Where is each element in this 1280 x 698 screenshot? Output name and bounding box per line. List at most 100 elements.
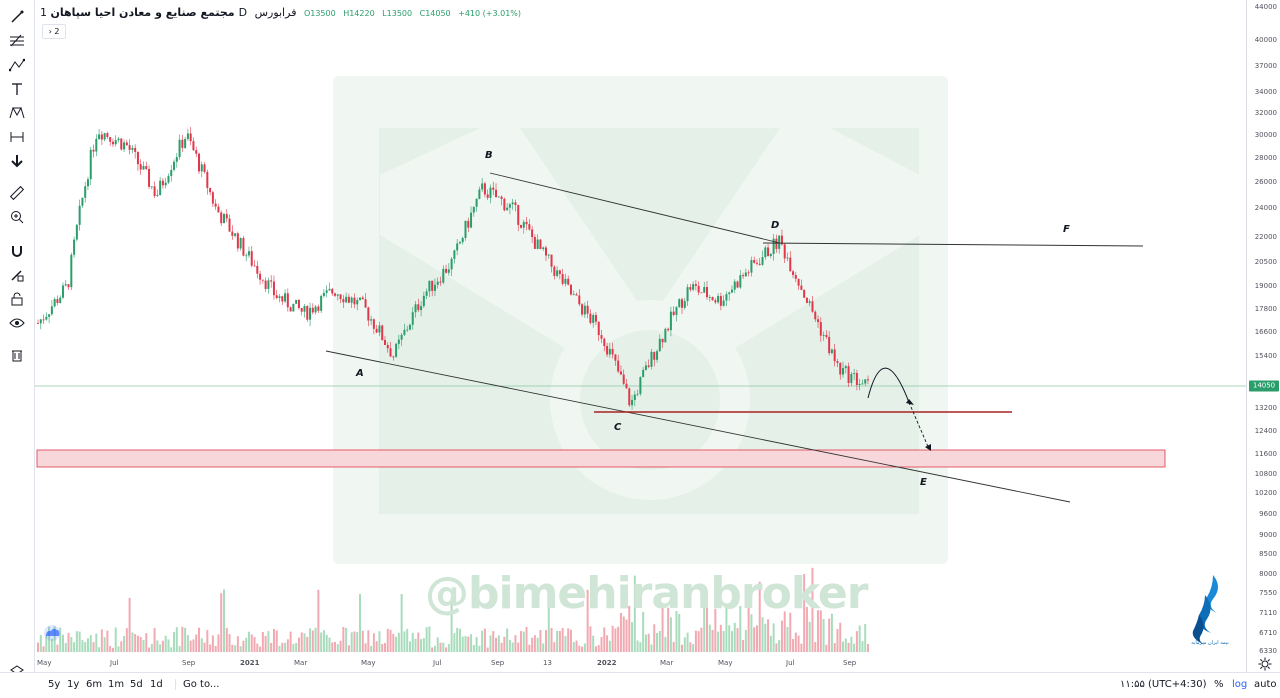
candle-body — [431, 280, 434, 291]
volume-bar — [433, 645, 436, 652]
volume-bar — [364, 643, 367, 652]
crosshair-icon[interactable] — [5, 6, 29, 28]
candle-body — [103, 133, 106, 140]
auto-scale-button[interactable]: auto — [1254, 679, 1277, 690]
trash-icon[interactable] — [5, 344, 29, 366]
range-1m-button[interactable]: 1m — [108, 679, 125, 690]
range-5y-button[interactable]: 5y — [48, 679, 61, 690]
candle-body — [755, 262, 758, 264]
price-tick-label: 7110 — [1259, 609, 1277, 617]
volume-bar — [747, 591, 750, 652]
candle-body — [506, 207, 509, 211]
lock-drawings-icon[interactable] — [5, 264, 29, 286]
price-tick-label: 9000 — [1259, 531, 1277, 539]
candle-body — [822, 334, 825, 336]
interval-label[interactable]: 1D — [40, 6, 248, 19]
volume-bar — [514, 635, 517, 652]
settings-icon[interactable] — [1258, 656, 1272, 671]
candle-body — [417, 304, 420, 311]
candle-body — [420, 306, 423, 311]
candle-body — [842, 368, 845, 375]
candle-body — [650, 351, 653, 367]
candle-body — [289, 307, 292, 312]
candle-body — [300, 308, 303, 312]
candle-body — [286, 293, 289, 308]
clock-label[interactable]: ۱۱:۵۵ (UTC+4:30) — [1120, 679, 1207, 690]
candle-body — [547, 254, 550, 256]
candle-body — [100, 134, 103, 140]
volume-bar — [306, 636, 309, 652]
volume-bar — [125, 628, 128, 652]
candle-body — [495, 189, 498, 198]
volume-bar — [822, 618, 825, 652]
range-1d-button[interactable]: 1d — [150, 679, 163, 690]
channel-lower-line[interactable] — [325, 350, 1071, 503]
candle-body — [408, 324, 411, 330]
volume-bar — [692, 644, 695, 652]
volume-bar — [261, 632, 264, 652]
candle-body — [245, 255, 248, 257]
volume-bar — [228, 634, 231, 652]
zoom-in-icon[interactable] — [5, 206, 29, 228]
candle-body — [631, 399, 634, 406]
range-1y-button[interactable]: 1y — [67, 679, 80, 690]
log-scale-button[interactable]: log — [1232, 679, 1248, 690]
cloud-icon[interactable] — [44, 625, 60, 641]
candle-body — [95, 138, 98, 152]
candle-body — [267, 280, 270, 289]
volume-bar — [553, 642, 556, 652]
candle-body — [159, 180, 162, 196]
volume-bar — [109, 646, 112, 652]
projection-dashed-arrowhead — [925, 444, 931, 451]
text-icon[interactable] — [5, 78, 29, 100]
candle-body — [447, 269, 450, 273]
demand-zone[interactable] — [36, 449, 1166, 468]
pattern-icon[interactable] — [5, 54, 29, 76]
volume-bar — [611, 625, 614, 652]
candle-body — [200, 164, 203, 172]
unlock-icon[interactable] — [5, 288, 29, 310]
volume-bar — [575, 640, 578, 652]
candle-body — [717, 295, 720, 303]
volume-bar — [256, 643, 259, 652]
fib-icon[interactable] — [5, 30, 29, 52]
range-5d-button[interactable]: 5d — [130, 679, 143, 690]
volume-bar — [209, 644, 212, 652]
volume-bar — [661, 606, 664, 652]
volume-bar — [511, 642, 514, 652]
volume-bar — [272, 628, 275, 652]
volume-bar — [780, 620, 783, 652]
resistance-line-df[interactable] — [762, 242, 1144, 247]
candle-body — [386, 344, 389, 349]
time-axis: May Jul Sep 2021 Mar May Jul Sep 13 2022… — [37, 659, 857, 667]
candle-body — [508, 204, 511, 208]
volume-bar — [536, 637, 539, 652]
channel-upper-line[interactable] — [489, 172, 781, 244]
volume-bar — [61, 634, 64, 652]
volume-bar — [583, 643, 586, 652]
measure-icon[interactable] — [5, 126, 29, 148]
ruler-icon[interactable] — [5, 182, 29, 204]
projection-dashed-line[interactable] — [910, 406, 930, 450]
percent-scale-button[interactable]: % — [1214, 679, 1224, 690]
volume-bar — [697, 631, 700, 652]
volume-bar — [389, 629, 392, 652]
goto-button[interactable]: Go to... — [175, 679, 219, 690]
price-axis[interactable]: 44000 40000 37000 34000 32000 30000 28000 26000… — [1246, 0, 1280, 672]
candle-body — [75, 224, 78, 240]
arrow-icon[interactable] — [5, 150, 29, 172]
symbol-name[interactable]: مجتمع صنایع و معادن احیا سپاهان — [50, 6, 235, 19]
time-label: Jul — [109, 659, 119, 667]
price-chart[interactable]: A B C D E F May Jul Sep 2021 Mar May Jul… — [35, 0, 1246, 672]
indicators-toggle-button[interactable]: › 2 — [42, 24, 66, 39]
range-6m-button[interactable]: 6m — [86, 679, 103, 690]
magnet-icon[interactable] — [5, 240, 29, 262]
volume-bar — [417, 632, 420, 652]
volume-bar — [170, 647, 173, 652]
eye-icon[interactable] — [5, 312, 29, 334]
volume-bar — [520, 631, 523, 652]
xabcd-icon[interactable] — [5, 102, 29, 124]
volume-bar — [839, 622, 842, 652]
volume-bar — [161, 640, 164, 652]
projection-arc[interactable] — [867, 367, 911, 406]
